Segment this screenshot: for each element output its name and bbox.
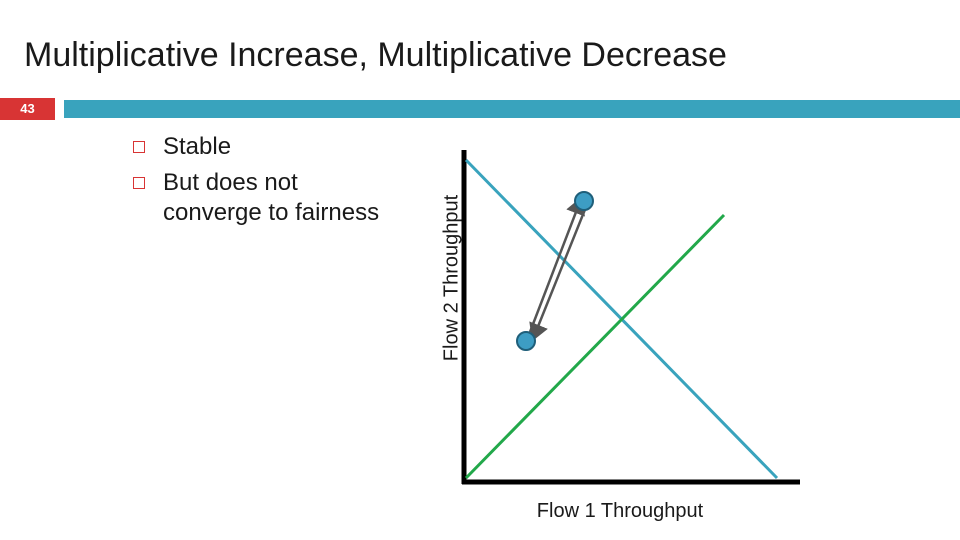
start-point bbox=[516, 331, 536, 351]
bullet-item: Stable bbox=[128, 132, 388, 162]
bullet-list: Stable But does not converge to fairness bbox=[128, 132, 388, 234]
fairness-line bbox=[464, 213, 726, 480]
bullet-square-icon bbox=[133, 177, 145, 189]
bullet-text: But does not converge to fairness bbox=[163, 169, 380, 226]
x-axis-label: Flow 1 Throughput bbox=[536, 500, 704, 522]
bullet-item: But does not converge to fairness bbox=[128, 168, 388, 228]
y-axis-label: Flow 2 Throughput bbox=[440, 194, 463, 362]
slide-number: 43 bbox=[0, 98, 55, 120]
increase-arrow bbox=[528, 196, 585, 333]
decrease-arrow bbox=[529, 206, 588, 342]
header-bar bbox=[64, 100, 960, 118]
bullet-square-icon bbox=[133, 141, 145, 153]
end-point bbox=[574, 191, 594, 211]
slide-title: Multiplicative Increase, Multiplicative … bbox=[24, 36, 727, 74]
bullet-text: Stable bbox=[163, 133, 232, 160]
